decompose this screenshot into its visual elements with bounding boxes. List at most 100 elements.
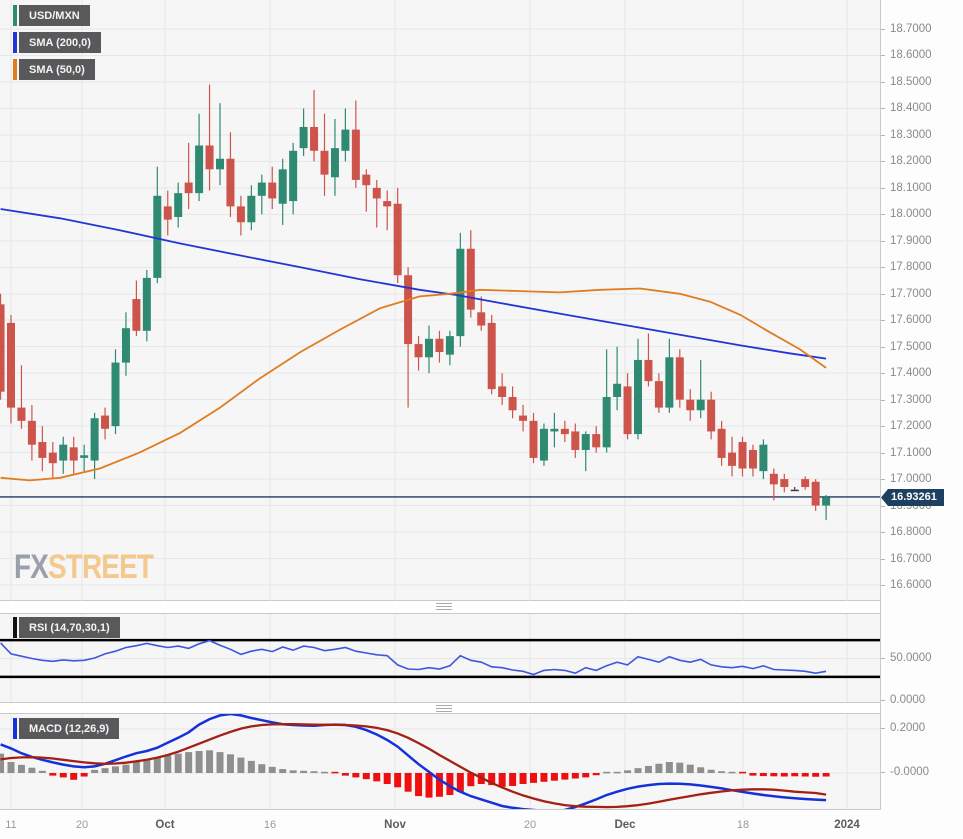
panel-splitter[interactable]	[0, 601, 880, 613]
candle[interactable]	[435, 338, 444, 353]
candle[interactable]	[477, 312, 486, 326]
candle[interactable]	[247, 195, 256, 223]
legend-chip-macd[interactable]: MACD (12,26,9)	[13, 718, 120, 739]
macd-chart-canvas[interactable]	[0, 714, 880, 809]
candle[interactable]	[330, 148, 339, 178]
candle[interactable]	[414, 344, 423, 358]
candle[interactable]	[111, 362, 120, 427]
candle[interactable]	[445, 336, 454, 355]
candle[interactable]	[268, 182, 277, 199]
candle[interactable]	[780, 479, 789, 488]
candle[interactable]	[393, 203, 402, 276]
histogram-bar	[122, 764, 130, 773]
candle[interactable]	[560, 428, 569, 435]
legend-chip-sma50[interactable]: SMA (50,0)	[13, 59, 95, 80]
candle[interactable]	[738, 442, 747, 469]
candle[interactable]	[310, 126, 319, 151]
candle[interactable]	[174, 193, 183, 217]
time-axis[interactable]: 11 20 Oct 16 Nov 20 Dec 18 2024	[0, 810, 963, 839]
candle[interactable]	[634, 359, 642, 435]
candle[interactable]	[59, 444, 68, 461]
candle[interactable]	[602, 397, 611, 448]
candle[interactable]	[80, 455, 89, 458]
candle[interactable]	[27, 420, 36, 445]
candle[interactable]	[822, 497, 831, 506]
candle[interactable]	[132, 299, 141, 331]
y-axis-tick-label: 17.2000	[890, 420, 932, 433]
candle[interactable]	[508, 397, 517, 411]
candle[interactable]	[90, 418, 99, 461]
candle[interactable]	[613, 383, 622, 398]
candle[interactable]	[101, 415, 110, 429]
candle[interactable]	[498, 386, 507, 398]
legend-chip-sma200[interactable]: SMA (200,0)	[13, 32, 101, 53]
candle[interactable]	[48, 452, 57, 464]
candle[interactable]	[289, 150, 298, 202]
candle[interactable]	[571, 431, 580, 450]
candle[interactable]	[748, 449, 757, 469]
candle[interactable]	[717, 428, 726, 458]
candle[interactable]	[184, 182, 193, 194]
drag-handle-icon[interactable]	[436, 603, 452, 604]
sma200-line[interactable]	[0, 208, 827, 360]
candle[interactable]	[539, 428, 548, 461]
candle[interactable]	[383, 201, 392, 207]
candle[interactable]	[372, 187, 381, 199]
candle[interactable]	[121, 328, 130, 363]
candle[interactable]	[216, 158, 224, 170]
legend-chip-rsi[interactable]: RSI (14,70,30,1)	[13, 617, 120, 638]
candle[interactable]	[17, 407, 26, 421]
candle[interactable]	[278, 169, 287, 204]
candle[interactable]	[811, 481, 820, 506]
rsi-chart-canvas[interactable]	[0, 614, 880, 702]
candle[interactable]	[163, 206, 172, 220]
candle[interactable]	[7, 322, 15, 408]
candle[interactable]	[529, 420, 538, 458]
candle[interactable]	[665, 357, 674, 408]
candle[interactable]	[696, 399, 705, 411]
candle[interactable]	[654, 381, 663, 408]
candle[interactable]	[550, 428, 559, 432]
candle[interactable]	[644, 359, 653, 382]
candle[interactable]	[581, 434, 590, 450]
candle[interactable]	[769, 473, 778, 485]
price-axis[interactable]: 18.7000 18.6000 18.5000 18.4000 18.3000 18.20…	[880, 0, 963, 810]
candle[interactable]	[404, 275, 413, 345]
panel-splitter[interactable]	[0, 703, 880, 713]
candle[interactable]	[759, 444, 768, 472]
candle[interactable]	[425, 338, 433, 358]
candle[interactable]	[69, 447, 78, 461]
candle[interactable]	[299, 126, 308, 149]
legend-chip-price[interactable]: USD/MXN	[13, 5, 90, 26]
candle[interactable]	[351, 129, 360, 180]
candle[interactable]	[675, 357, 684, 400]
price-chart-canvas[interactable]	[0, 0, 880, 601]
candle[interactable]	[686, 399, 695, 411]
macd-signal-line[interactable]	[0, 723, 827, 809]
drag-handle-icon[interactable]	[436, 705, 452, 706]
candle[interactable]	[362, 174, 371, 186]
candle[interactable]	[801, 479, 810, 488]
candle[interactable]	[320, 150, 329, 175]
candle[interactable]	[205, 145, 214, 170]
candle[interactable]	[341, 129, 350, 151]
candle[interactable]	[592, 434, 601, 448]
candle[interactable]	[195, 145, 204, 194]
macd-line[interactable]	[0, 714, 827, 809]
candle[interactable]	[707, 399, 716, 432]
candle[interactable]	[790, 489, 799, 492]
candle[interactable]	[519, 415, 528, 421]
candle[interactable]	[0, 304, 5, 392]
candle[interactable]	[487, 322, 496, 390]
sma50-line[interactable]	[0, 287, 827, 482]
candle[interactable]	[466, 248, 475, 310]
candle[interactable]	[38, 442, 47, 458]
candle[interactable]	[153, 195, 162, 278]
candle[interactable]	[142, 277, 151, 331]
candle[interactable]	[728, 452, 737, 466]
rsi-line[interactable]	[0, 639, 827, 676]
candle[interactable]	[623, 386, 632, 435]
candle[interactable]	[226, 158, 235, 207]
candle[interactable]	[257, 182, 266, 196]
candle[interactable]	[236, 206, 245, 223]
